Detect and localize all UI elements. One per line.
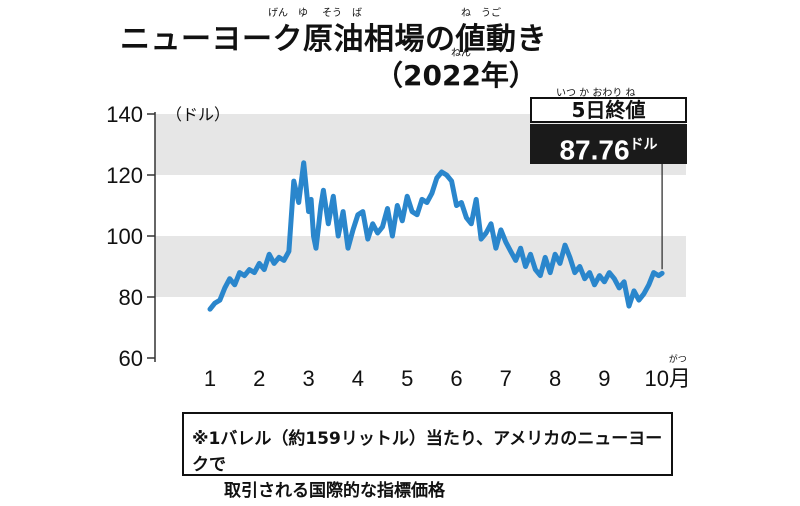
x-tick-label: 3 (302, 366, 314, 391)
footnote-line-1: ※1バレル（約159リットル）当たり、アメリカのニューヨークで (192, 429, 663, 475)
title-ruby-soba: そう ば (322, 8, 362, 19)
footnote-line-2: 取引される国際的な指標価格 (224, 481, 445, 501)
x-tick-ruby: がつ (669, 353, 687, 365)
x-tick-label: 7 (500, 366, 512, 391)
price-line (207, 160, 665, 312)
y-tick-label: 80 (119, 285, 143, 310)
year-ruby: ねん (451, 48, 471, 59)
shaded-band-0 (155, 236, 686, 297)
year-label: （2022年） (375, 59, 537, 92)
x-tick-label: 9 (598, 366, 610, 391)
x-tick-label: 8 (549, 366, 561, 391)
x-tick-label: 1 (204, 366, 216, 391)
y-tick-label: 60 (119, 346, 143, 371)
close-label: 5日終値 (530, 97, 687, 123)
x-tick-label: 4 (352, 366, 364, 391)
x-tick-label: 5 (401, 366, 413, 391)
y-tick-label: 120 (106, 163, 143, 188)
x-tick-label: 2 (253, 366, 265, 391)
title-ruby-genyu: げん ゆ (268, 8, 308, 19)
y-axis-ticks: 140 120 100 80 60 (106, 102, 155, 371)
close-unit: ドル (629, 136, 658, 152)
y-axis-unit: （ドル） (166, 105, 230, 124)
y-tick-label: 140 (106, 102, 143, 127)
y-axis-unit-label: （ドル） (166, 105, 230, 124)
close-ruby: いつ か おわり ね (556, 88, 636, 99)
y-tick-label: 100 (106, 224, 143, 249)
close-value: 87.76 (559, 134, 630, 166)
close-value-box: 87.76ドル (530, 124, 687, 166)
title-ruby-nedo: ね うご (461, 8, 501, 19)
x-tick-label: 10月 (644, 366, 690, 391)
footnote-box: ※1バレル（約159リットル）当たり、アメリカのニューヨークで 取引される国際的… (182, 412, 673, 501)
chart-title: ニューヨーク原油相場の値動き (120, 22, 547, 57)
x-tick-label: 6 (450, 366, 462, 391)
